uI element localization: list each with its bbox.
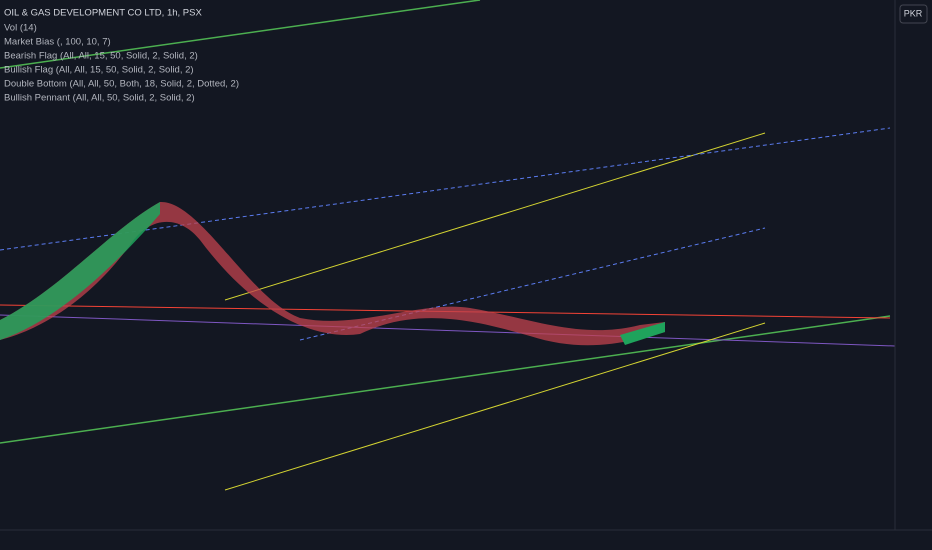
time-axis — [0, 530, 932, 550]
indicator: Bullish Flag (All, All, 15, 50, Solid, 2… — [4, 65, 194, 76]
indicator: Market Bias (, 100, 10, 7) — [4, 37, 111, 48]
indicator: Double Bottom (All, All, 50, Both, 18, S… — [4, 79, 239, 90]
trend-line — [0, 0, 481, 69]
trend-line — [0, 315, 891, 444]
symbol-title: OIL & GAS DEVELOPMENT CO LTD, 1h, PSX — [4, 8, 202, 19]
bias-ribbon-up — [0, 202, 160, 340]
trend-line — [0, 314, 896, 347]
flag-line — [224, 322, 766, 491]
indicator: Vol (14) — [4, 23, 37, 34]
indicator: Bullish Pennant (All, All, 50, Solid, 2,… — [4, 93, 195, 104]
legend: OIL & GAS DEVELOPMENT CO LTD, 1h, PSX Vo… — [4, 8, 239, 104]
currency[interactable]: PKR — [904, 8, 923, 18]
dashed-line — [0, 127, 891, 251]
price-axis — [895, 0, 932, 550]
indicator: Bearish Flag (All, All, 15, 50, Solid, 2… — [4, 51, 198, 62]
flag-line — [224, 132, 766, 301]
bias-ribbon-up — [620, 322, 665, 345]
drawings — [0, 0, 896, 491]
bias-ribbon — [0, 201, 665, 346]
currency-button[interactable] — [899, 4, 928, 24]
